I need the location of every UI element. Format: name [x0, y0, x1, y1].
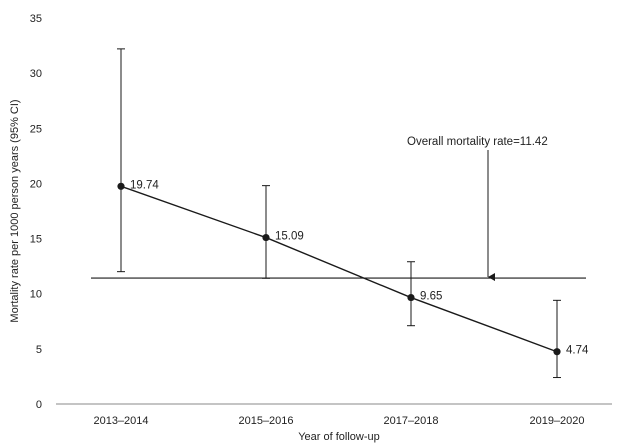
- x-tick-label: 2019–2020: [529, 415, 584, 427]
- data-label: 19.74: [130, 179, 159, 191]
- y-tick-label: 25: [30, 123, 42, 135]
- x-tick-label: 2015–2016: [238, 415, 293, 427]
- y-axis-title: Mortality rate per 1000 person years (95…: [9, 99, 21, 322]
- y-tick-label: 15: [30, 234, 42, 246]
- x-tick-label: 2017–2018: [383, 415, 438, 427]
- y-tick-label: 35: [30, 13, 42, 25]
- series-polyline: [120, 185, 558, 353]
- error-bar: [262, 185, 270, 279]
- series-line: [120, 185, 558, 353]
- data-point: [553, 348, 561, 356]
- y-tick-label: 5: [36, 344, 42, 356]
- y-tick-label: 0: [36, 399, 42, 411]
- data-label: 15.09: [275, 231, 304, 243]
- y-axis-ticks: 0 5 10 15 20 25 30 35: [30, 13, 42, 411]
- x-tick-label: 2013–2014: [93, 415, 148, 427]
- data-label: 9.65: [420, 291, 442, 303]
- y-tick-label: 10: [30, 289, 42, 301]
- y-tick-label: 30: [30, 68, 42, 80]
- y-tick-label: 20: [30, 178, 42, 190]
- x-axis-title: Year of follow-up: [298, 431, 380, 443]
- data-point: [407, 293, 415, 302]
- data-point: [262, 233, 270, 242]
- data-labels: 19.74 15.09 9.65 4.74: [130, 179, 589, 356]
- error-bar: [553, 299, 561, 379]
- overall-mortality-annotation: Overall mortality rate=11.42: [407, 136, 548, 148]
- data-label: 4.74: [566, 345, 589, 357]
- data-point: [117, 182, 125, 190]
- error-bar: [407, 261, 415, 327]
- error-bars: [117, 48, 561, 379]
- x-axis-ticks: 2013–2014 2015–2016 2017–2018 2019–2020: [93, 415, 584, 427]
- data-points: [117, 182, 561, 356]
- error-bar: [117, 48, 125, 273]
